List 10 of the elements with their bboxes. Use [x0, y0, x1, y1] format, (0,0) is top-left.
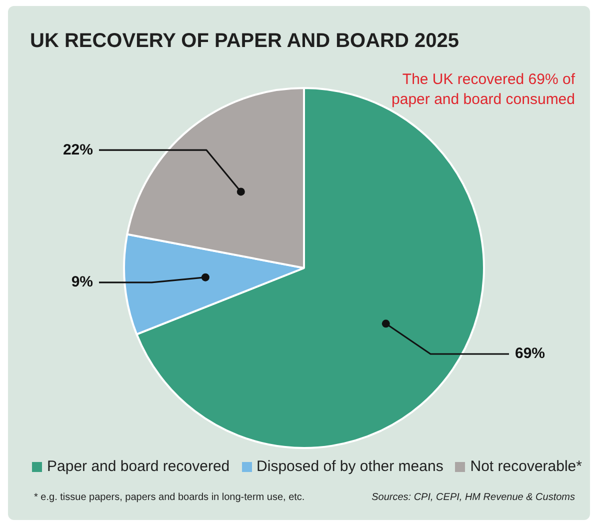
text: The UK recovered 69% of paper and board consumed: [390, 70, 575, 110]
legend-label: Paper and board recovered: [47, 458, 230, 475]
text: * e.g. tissue papers, papers and boards in long-term use, etc.: [34, 492, 305, 503]
legend-label: Not recoverable*: [470, 458, 582, 475]
legend-label: Disposed of by other means: [256, 458, 444, 475]
chart-title: UK RECOVERY OF PAPER AND BOARD 2025: [30, 30, 459, 53]
data-label: 22%: [62, 141, 93, 158]
data-label: 69%: [515, 345, 546, 362]
source-note: Sources: CPI, CEPI, HM Revenue & Customs: [372, 492, 575, 503]
data-label: 9%: [71, 274, 93, 291]
